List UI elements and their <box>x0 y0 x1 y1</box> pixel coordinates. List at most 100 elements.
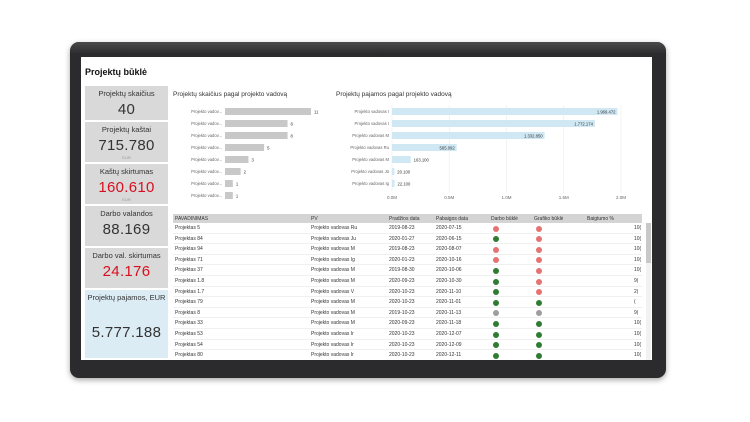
work-status-icon <box>493 278 499 285</box>
table-row[interactable]: Projektas 37 Projekto vadovas M 2019-08-30… <box>173 265 642 276</box>
tick-label: 0.0M <box>387 195 397 200</box>
table-row[interactable]: Projektas 79 Projekto vadovas M 2020-10-23… <box>173 297 642 308</box>
schedule-status-icon <box>536 299 542 306</box>
cell-completion: 9( <box>634 278 639 284</box>
cell-end-date: 2020-08-07 <box>436 246 462 253</box>
kpi-label: Kaštų skirtumas <box>99 167 154 176</box>
cell-end-date: 2020-10-16 <box>436 256 462 263</box>
schedule-status-icon <box>536 352 542 359</box>
data-label: 1.772.174 <box>574 122 593 127</box>
table-row[interactable]: Projektas 80 Projekto vadovas Ir 2020-10-2… <box>173 350 642 360</box>
category-label: Projekto vadovas Ru <box>350 145 389 150</box>
cell-pv: Projekto vadovas M <box>311 299 355 306</box>
kpi-label: Darbo valandos <box>100 209 153 218</box>
cell-completion: 10( <box>634 331 642 337</box>
cell-name: Projektas 80 <box>175 352 203 359</box>
cell-name: Projektas 84 <box>175 235 203 242</box>
kpi-value: 160.610 <box>98 179 155 196</box>
cell-name: Projektas 5 <box>175 225 201 231</box>
cell-completion: 10( <box>634 235 642 242</box>
cell-name: Projektas 54 <box>175 341 203 348</box>
cell-end-date: 2020-07-15 <box>436 225 462 231</box>
column-header-completion[interactable]: Baigtumo % <box>587 215 614 222</box>
chart-title-revenue-by-manager: Projektų pajamos pagal projekto vadovą <box>336 91 452 98</box>
cell-start-date: 2020-10-23 <box>389 331 415 337</box>
cell-pv: Projekto vadovas Ru <box>311 225 358 231</box>
schedule-status-icon <box>536 267 542 274</box>
table-row[interactable]: Projektas 33 Projekto vadovas M 2020-09-23… <box>173 318 642 329</box>
revenue-chart[interactable]: Projekto vadovas I 1.969.472 Projekto vado… <box>336 103 636 208</box>
schedule-status-icon <box>536 225 542 232</box>
work-status-icon <box>493 225 499 232</box>
cell-name: Projektas 37 <box>175 267 203 274</box>
column-header-end-date[interactable]: Pabaigos data <box>436 215 468 222</box>
bar <box>392 180 395 187</box>
kpi-value: 5.777.188 <box>91 324 162 341</box>
cell-start-date: 2020-01-23 <box>389 256 415 263</box>
schedule-status-icon <box>536 320 542 327</box>
bar <box>392 156 411 163</box>
category-label: Projekto vadov... <box>191 121 222 126</box>
work-status-icon <box>493 320 499 327</box>
scrollbar-thumb[interactable] <box>646 223 651 263</box>
table-row[interactable]: Projektas 5 Projekto vadovas Ru 2019-08-23… <box>173 223 642 234</box>
kpi-card-work-hours[interactable]: Darbo valandos 88.169 <box>85 206 168 248</box>
cell-completion: 10( <box>634 341 642 348</box>
cell-completion: 10( <box>634 256 642 263</box>
kpi-card-project-revenue[interactable]: Projektų pajamos, EUR 5.777.188 <box>85 290 168 360</box>
column-header-pv[interactable]: PV <box>311 215 318 222</box>
kpi-value: 715.780 <box>98 137 155 154</box>
cell-start-date: 2019-08-30 <box>389 267 415 274</box>
table-scrollbar[interactable] <box>646 223 651 360</box>
kpi-card-projects-count[interactable]: Projektų skaičius 40 <box>85 86 168 122</box>
table-row[interactable]: Projektas 53 Projekto vadovas Ir 2020-10-2… <box>173 329 642 340</box>
work-status-icon <box>493 289 499 296</box>
cell-start-date: 2019-10-23 <box>389 309 415 316</box>
table-row[interactable]: Projektas 84 Projekto vadovas Ju 2020-01-2… <box>173 234 642 245</box>
kpi-card-cost-variance[interactable]: Kaštų skirtumas 160.610 EUR <box>85 164 168 206</box>
kpi-card-project-costs[interactable]: Projektų kaštai 715.780 EUR <box>85 122 168 164</box>
cell-completion: 10( <box>634 320 642 327</box>
table-row[interactable]: Projektas 1.7 Projekto vadovas V 2020-10-2… <box>173 287 642 298</box>
cell-pv: Projekto vadovas Ig <box>311 256 355 263</box>
column-header-start-date[interactable]: Pradžios data <box>389 215 420 222</box>
schedule-status-icon <box>536 236 542 243</box>
cell-completion: ( <box>634 299 636 306</box>
table-row[interactable]: Projektas 71 Projekto vadovas Ig 2020-01-2… <box>173 255 642 266</box>
table-row[interactable]: Projektas 94 Projekto vadovas M 2019-08-23… <box>173 244 642 255</box>
bar <box>392 132 545 139</box>
cell-pv: Projekto vadovas M <box>311 320 355 327</box>
category-label: Projekto vadov... <box>191 181 222 186</box>
cell-completion: 2( <box>634 288 639 295</box>
kpi-value: 24.176 <box>102 263 151 280</box>
cell-end-date: 2020-11-18 <box>436 320 462 327</box>
work-status-icon <box>493 236 499 243</box>
column-header-name[interactable]: PAVADINIMAS <box>175 215 209 222</box>
data-label: 22.100 <box>398 182 411 187</box>
kpi-card-hours-variance[interactable]: Darbo val. skirtumas 24.176 <box>85 248 168 290</box>
column-header-work-status[interactable]: Darbo būklė <box>491 215 518 222</box>
kpi-unit: EUR <box>122 197 131 202</box>
cell-pv: Projekto vadovas M <box>311 267 355 274</box>
work-status-icon <box>493 246 499 253</box>
schedule-status-icon <box>536 342 542 349</box>
cell-end-date: 2020-12-07 <box>436 331 462 337</box>
kpi-label: Projektų pajamos, EUR <box>87 293 166 302</box>
bar <box>225 108 311 115</box>
cell-pv: Projekto vadovas Ir <box>311 352 354 359</box>
table-row[interactable]: Projektas 54 Projekto vadovas Ir 2020-10-2… <box>173 340 642 351</box>
cell-end-date: 2020-11-01 <box>436 299 462 306</box>
data-label: 1.969.472 <box>597 110 616 115</box>
data-label: 163.100 <box>414 158 430 163</box>
data-label: 8 <box>291 122 294 127</box>
cell-end-date: 2020-11-10 <box>436 288 462 295</box>
column-header-schedule-status[interactable]: Grafiko būklė <box>534 215 564 222</box>
table-row[interactable]: Projektas 8 Projekto vadovas M 2019-10-23 2… <box>173 308 642 319</box>
data-label: 1 <box>236 182 239 187</box>
category-label: Projekto vadov... <box>191 145 222 150</box>
table-row[interactable]: Projektas 1.8 Projekto vadovas M 2020-09-2… <box>173 276 642 287</box>
schedule-status-icon <box>536 278 542 285</box>
cell-start-date: 2020-10-23 <box>389 299 415 306</box>
cell-end-date: 2020-12-09 <box>436 341 462 348</box>
